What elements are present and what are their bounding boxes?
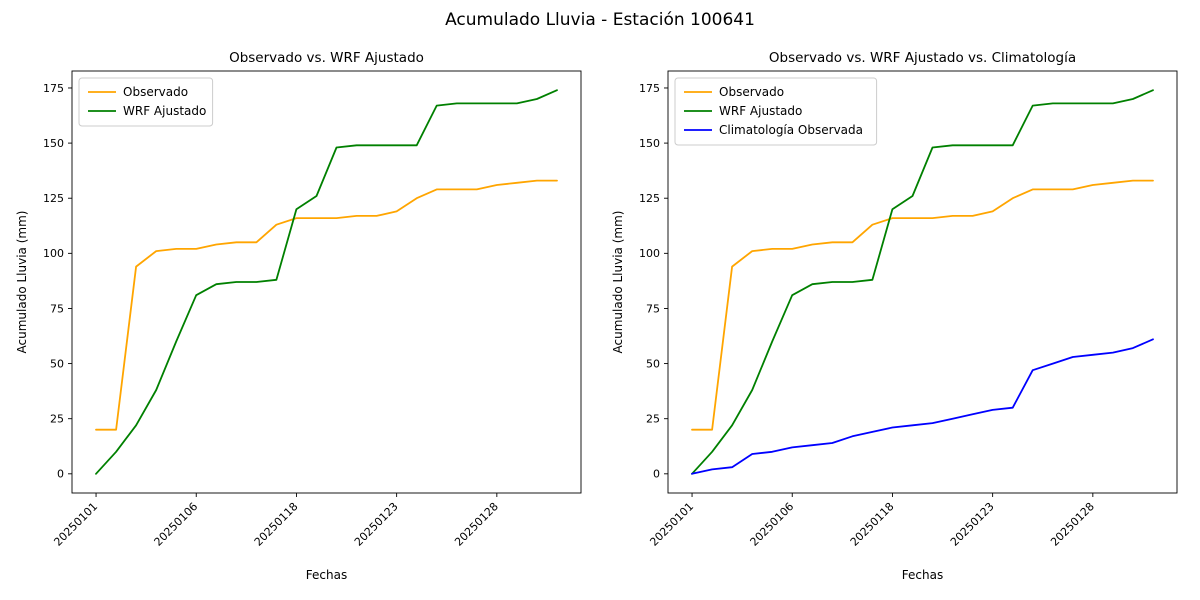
legend-label: WRF Ajustado xyxy=(719,104,802,118)
left-subplot: 0 25 50 75 100 125 150 175 20250101 20250106 20250… xyxy=(15,50,582,582)
right-subplot: 0 25 50 75 100 125 150 175 20250101 20250106 20250… xyxy=(611,50,1178,582)
y-tick-label: 0 xyxy=(653,468,660,481)
y-tick-label: 0 xyxy=(57,468,64,481)
x-tick-label: 20250118 xyxy=(848,500,897,549)
x-tick-label: 20250106 xyxy=(152,500,201,549)
x-tick-label: 20250101 xyxy=(647,500,696,549)
y-tick-label: 175 xyxy=(639,82,660,95)
legend-label: Climatología Observada xyxy=(719,123,863,137)
y-tick-label: 150 xyxy=(43,137,64,150)
y-tick-label: 25 xyxy=(50,412,64,425)
legend-label: WRF Ajustado xyxy=(123,104,206,118)
series-line-Climatología Observada xyxy=(691,338,1154,475)
y-tick-label: 125 xyxy=(43,192,64,205)
figure-title: Acumulado Lluvia - Estación 100641 xyxy=(445,10,755,30)
legend xyxy=(674,77,878,146)
y-tick-label: 50 xyxy=(50,357,64,370)
y-axis-label: Acumulado Lluvia (mm) xyxy=(611,211,625,354)
y-tick-label: 100 xyxy=(43,247,64,260)
legend xyxy=(78,77,214,127)
y-tick-label: 100 xyxy=(639,247,660,260)
y-tick-label: 75 xyxy=(50,302,64,315)
x-tick-label: 20250123 xyxy=(948,500,997,549)
x-tick-label: 20250128 xyxy=(1048,500,1097,549)
series-line-Observado xyxy=(691,179,1154,431)
legend-label: Observado xyxy=(123,85,188,99)
y-tick-label: 150 xyxy=(639,137,660,150)
x-tick-label: 20250123 xyxy=(352,500,401,549)
series-line-WRF Ajustado xyxy=(95,89,558,475)
x-tick-label: 20250106 xyxy=(748,500,797,549)
y-tick-label: 25 xyxy=(646,412,660,425)
x-tick-label: 20250128 xyxy=(452,500,501,549)
legend-label: Observado xyxy=(719,85,784,99)
y-tick-label: 50 xyxy=(646,357,660,370)
x-tick-label: 20250101 xyxy=(51,500,100,549)
x-axis-label: Fechas xyxy=(902,568,943,582)
y-tick-label: 75 xyxy=(646,302,660,315)
series-line-Observado xyxy=(95,179,558,431)
y-axis-label: Acumulado Lluvia (mm) xyxy=(15,211,29,354)
series-line-WRF Ajustado xyxy=(691,89,1154,475)
subplot-title: Observado vs. WRF Ajustado vs. Climatolo… xyxy=(769,50,1076,66)
y-tick-label: 175 xyxy=(43,82,64,95)
subplot-title: Observado vs. WRF Ajustado xyxy=(229,50,424,66)
x-axis-label: Fechas xyxy=(306,568,347,582)
x-tick-label: 20250118 xyxy=(252,500,301,549)
axes-frame xyxy=(71,70,582,494)
y-tick-label: 125 xyxy=(639,192,660,205)
